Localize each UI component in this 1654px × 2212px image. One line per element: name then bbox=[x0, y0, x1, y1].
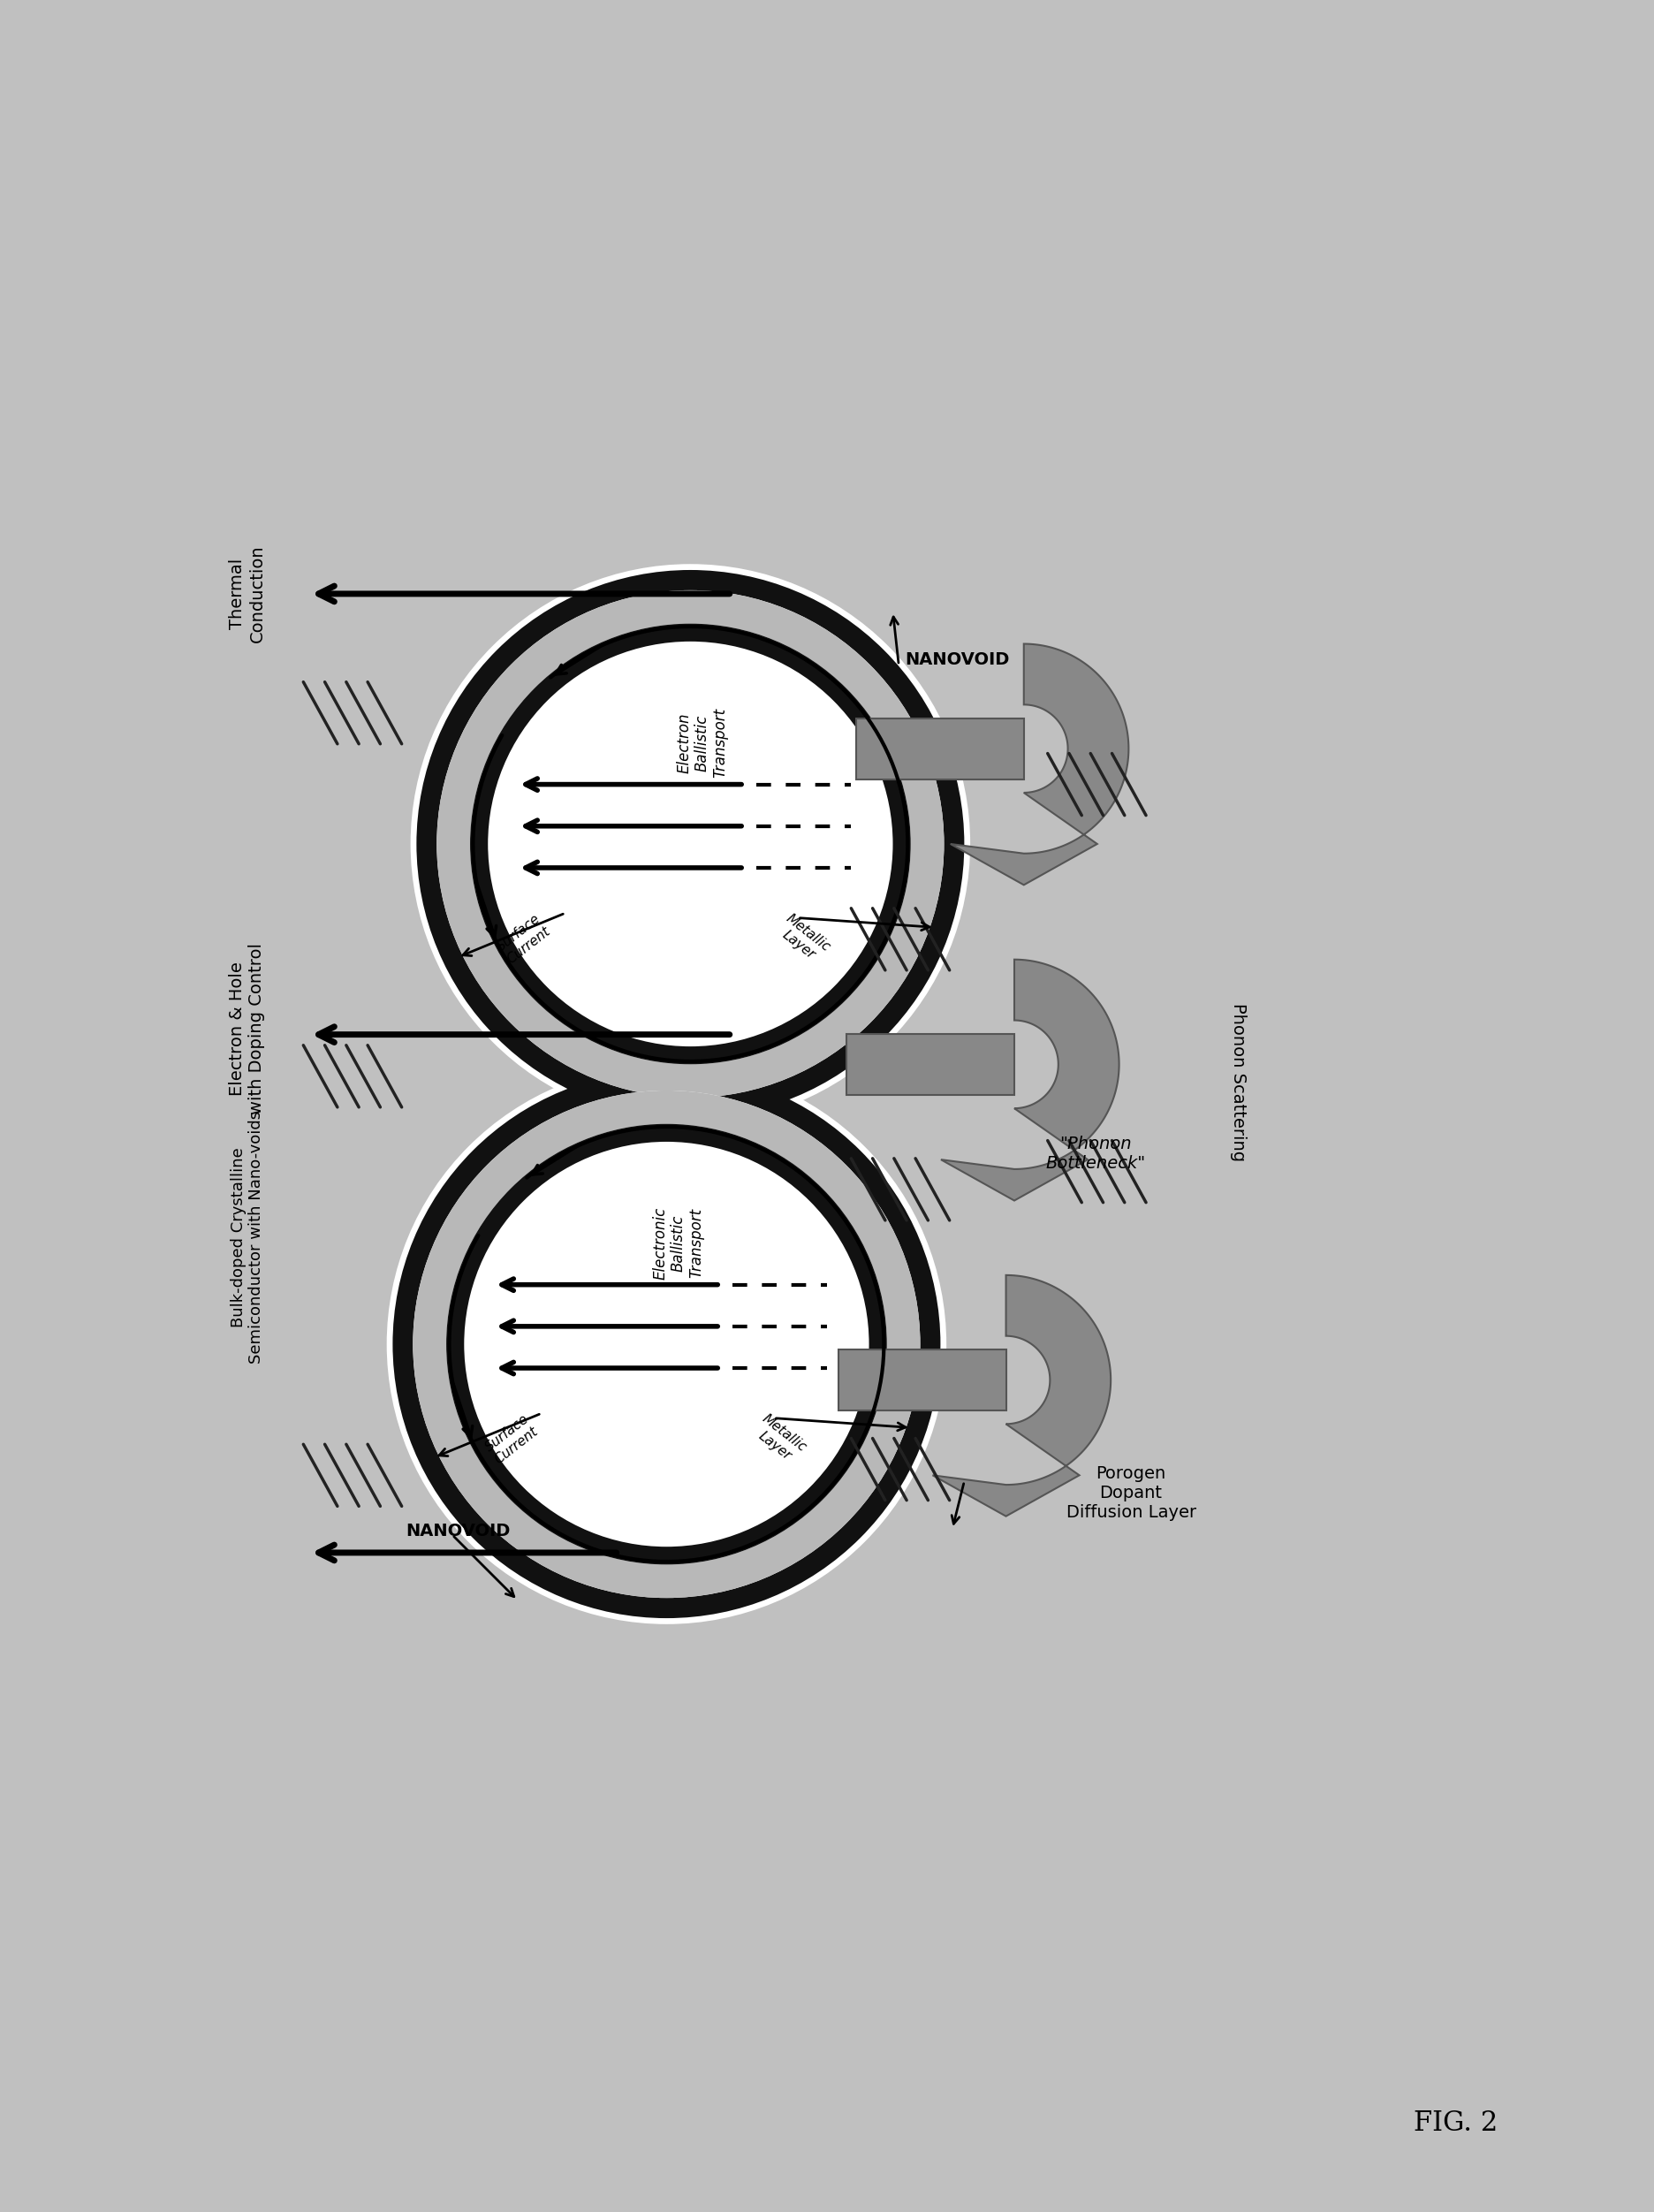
Bar bbox=[839, 1349, 1006, 1411]
Text: Surface
Current: Surface Current bbox=[495, 911, 552, 967]
Text: "Phonon
Bottleneck": "Phonon Bottleneck" bbox=[1045, 1135, 1145, 1172]
Polygon shape bbox=[941, 960, 1120, 1201]
Circle shape bbox=[392, 1071, 941, 1619]
Text: Surface
Current: Surface Current bbox=[483, 1413, 541, 1467]
Text: NANOVOID: NANOVOID bbox=[905, 650, 1009, 668]
Text: Electron
Ballistic
Transport: Electron Ballistic Transport bbox=[676, 708, 729, 779]
Text: FIG. 2: FIG. 2 bbox=[1414, 2110, 1497, 2137]
Text: Metallic
Layer: Metallic Layer bbox=[774, 911, 834, 967]
Circle shape bbox=[437, 591, 944, 1097]
Circle shape bbox=[447, 1124, 887, 1564]
Circle shape bbox=[470, 624, 911, 1064]
Text: Electron & Hole
with Doping Control: Electron & Hole with Doping Control bbox=[230, 942, 266, 1115]
Text: Phonon Scattering: Phonon Scattering bbox=[1231, 1002, 1247, 1161]
Text: Bulk-doped Crystalline
Semiconductor with Nano-voids: Bulk-doped Crystalline Semiconductor wit… bbox=[230, 1110, 265, 1363]
Circle shape bbox=[414, 1091, 920, 1597]
Polygon shape bbox=[933, 1274, 1111, 1515]
Text: NANOVOID: NANOVOID bbox=[405, 1522, 511, 1540]
Circle shape bbox=[417, 571, 964, 1117]
Circle shape bbox=[447, 1124, 887, 1564]
Circle shape bbox=[387, 1064, 946, 1624]
Circle shape bbox=[410, 564, 971, 1124]
Circle shape bbox=[437, 591, 944, 1097]
Text: Metallic
Layer: Metallic Layer bbox=[751, 1411, 809, 1467]
Bar bbox=[857, 719, 1024, 779]
Text: Thermal
Conduction: Thermal Conduction bbox=[230, 544, 266, 644]
Text: Porogen
Dopant
Diffusion Layer: Porogen Dopant Diffusion Layer bbox=[1067, 1464, 1196, 1522]
Circle shape bbox=[488, 641, 893, 1046]
Circle shape bbox=[414, 1091, 920, 1597]
Bar bbox=[847, 1033, 1014, 1095]
Circle shape bbox=[465, 1141, 868, 1546]
Polygon shape bbox=[951, 644, 1128, 885]
Text: Electronic
Ballistic
Transport: Electronic Ballistic Transport bbox=[652, 1206, 705, 1279]
Circle shape bbox=[470, 624, 911, 1064]
